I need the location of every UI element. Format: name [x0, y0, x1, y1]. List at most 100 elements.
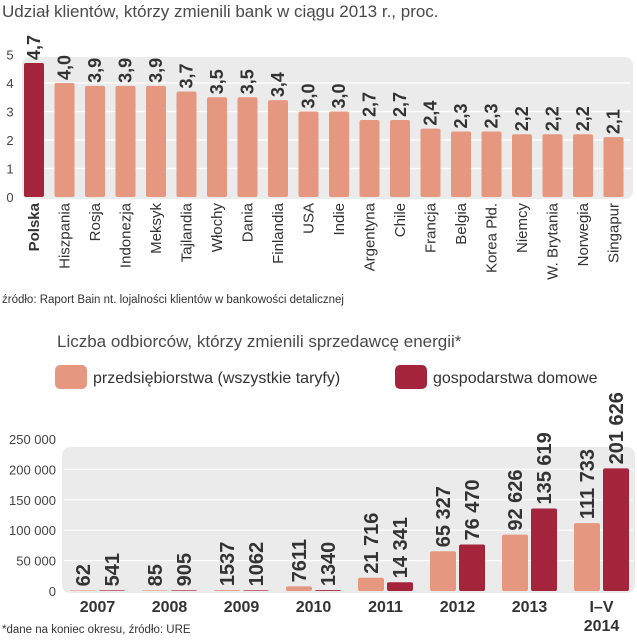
bank-category-norwegia: Norwegia [575, 202, 592, 266]
energy-bar-2014-series-2 [603, 468, 629, 591]
bank-category-rosja: Rosja [87, 202, 104, 241]
energy-chart-title: Liczba odbiorców, którzy zmienili sprzed… [57, 332, 462, 351]
energy-year-label: 2011 [368, 599, 403, 616]
bank-bar-finlandia [268, 100, 288, 197]
bank-value-polska: 4,7 [24, 35, 44, 60]
bank-bars [24, 63, 624, 197]
energy-value-label: 65 327 [433, 486, 455, 547]
energy-bar-2010-series-1 [286, 586, 312, 591]
bank-bar-meksyk [146, 85, 166, 197]
energy-value-label: 111 733 [577, 449, 599, 519]
bank-bar-rosja [85, 85, 105, 197]
bank-category-dania: Dania [240, 202, 257, 242]
bank-value-rosja: 3,9 [85, 58, 105, 83]
energy-chart-background [62, 447, 635, 593]
bank-value-belgia: 2,3 [451, 103, 471, 128]
energy-bar-2014-series-1 [574, 523, 600, 591]
energy-bar-2013-series-1 [502, 534, 528, 591]
bank-category-włochy: Włochy [209, 203, 226, 253]
energy-year-label: 2013 [512, 599, 548, 616]
bank-category-w-brytania: W. Brytania [545, 202, 562, 279]
energy-value-label: 76 470 [462, 479, 484, 540]
bank-category-hiszpania: Hiszpania [57, 202, 74, 269]
energy-y-tick: 200 000 [9, 462, 56, 477]
bank-value-dania: 3,5 [238, 69, 258, 94]
legend-label-businesses: przedsiębiorstwa (wszystkie taryfy) [93, 370, 340, 387]
bank-bar-hiszpania [54, 83, 75, 197]
bank-value-argentyna: 2,7 [360, 92, 380, 117]
bank-value-włochy: 3,5 [207, 69, 227, 94]
bank-category-usa: USA [301, 203, 318, 234]
bank-value-w-brytania: 2,2 [543, 106, 563, 131]
bank-y-tick: 4 [6, 76, 13, 91]
bank-bar-francja [420, 128, 441, 197]
bank-bar-usa [298, 111, 319, 197]
bank-bar-korea-płd [481, 131, 502, 197]
energy-footnote: *dane na koniec okresu, źródło: URE [2, 624, 191, 636]
bank-bar-singapur [603, 137, 624, 197]
energy-y-tick: 50 000 [16, 554, 56, 569]
bank-bar-norwegia [573, 134, 593, 197]
bank-value-indonezja: 3,9 [116, 58, 136, 83]
bank-bar-włochy [207, 97, 227, 197]
energy-value-labels: 62 541 85 905 1537 1062 7611 1340 21 716 14 341 65… [73, 392, 628, 586]
energy-value-label: 135 619 [534, 432, 556, 504]
energy-bar-2010-series-2 [315, 590, 341, 591]
bank-category-korea-płd: Korea Płd. [484, 203, 501, 273]
bank-value-usa: 3,0 [299, 83, 319, 108]
bank-value-korea-płd: 2,3 [482, 103, 502, 128]
bank-value-tajlandia: 3,7 [177, 64, 197, 89]
bank-y-tick: 3 [6, 105, 13, 120]
bank-y-axis: 0 1 2 3 4 5 [6, 48, 13, 206]
bank-category-singapur: Singapur [606, 203, 623, 263]
bank-category-niemcy: Niemcy [514, 203, 531, 254]
energy-year-labels: 2007 2008 2009 2010 2011 2012 2013 I–V 2014 [80, 599, 620, 635]
energy-value-label: 14 341 [390, 517, 412, 578]
bank-value-labels: 4,7 4,0 3,9 3,9 3,9 3,7 3,5 3,5 3,4 3,0 3,0 2,7 2,7 2… [24, 35, 624, 134]
energy-year-label: I–V [589, 599, 613, 616]
bank-bar-polska [24, 63, 44, 197]
bank-chart-background [22, 57, 633, 199]
bank-value-singapur: 2,1 [604, 109, 624, 134]
bank-category-labels: Polska Hiszpania Rosja Indonezja Meksyk Tajla… [26, 202, 623, 279]
energy-year-label: 2007 [80, 599, 116, 616]
energy-bar-2008-series-1 [142, 590, 168, 591]
energy-bar-2007-series-2 [99, 590, 125, 591]
bank-bar-indie [329, 111, 349, 197]
energy-bar-2011-series-2 [387, 582, 413, 591]
bank-bar-dania [237, 97, 258, 197]
energy-y-tick: 0 [49, 584, 56, 599]
energy-bar-2008-series-2 [171, 590, 197, 591]
energy-bar-2012-series-2 [459, 544, 485, 591]
bank-bar-w-brytania [542, 134, 563, 197]
bank-category-belgia: Belgia [453, 202, 470, 244]
legend-swatch-businesses [55, 365, 87, 389]
bank-bar-niemcy [512, 134, 532, 197]
bank-bar-argentyna [359, 120, 380, 197]
bank-value-indie: 3,0 [329, 83, 349, 108]
bank-category-tajlandia: Tajlandia [179, 202, 196, 262]
energy-value-label: 905 [174, 553, 196, 586]
bank-y-tick: 1 [6, 162, 13, 177]
legend-label-households: gospodarstwa domowe [433, 370, 598, 387]
bank-bar-indonezja [115, 85, 136, 197]
bank-value-norwegia: 2,2 [573, 106, 593, 131]
energy-value-label: 62 [73, 564, 95, 586]
energy-bar-2013-series-2 [531, 508, 557, 591]
energy-bar-2012-series-1 [430, 551, 456, 591]
legend-swatch-households [395, 365, 427, 389]
energy-value-label: 1340 [318, 542, 340, 587]
energy-y-tick: 250 000 [9, 432, 56, 447]
energy-value-label: 92 626 [505, 470, 527, 531]
bank-value-finlandia: 3,4 [268, 72, 288, 97]
energy-y-axis: 0 50 000 100 000 150 000 200 000 250 000 [9, 432, 56, 599]
bank-value-meksyk: 3,9 [146, 58, 166, 83]
energy-year-label: 2008 [152, 599, 188, 616]
bank-y-tick: 2 [6, 133, 13, 148]
bank-category-polska: Polska [26, 202, 43, 251]
energy-value-label: 541 [102, 553, 124, 586]
bank-bar-tajlandia [176, 91, 197, 197]
energy-year-label: 2014 [584, 618, 620, 635]
bank-value-niemcy: 2,2 [512, 106, 532, 131]
bank-y-tick: 0 [6, 190, 13, 205]
